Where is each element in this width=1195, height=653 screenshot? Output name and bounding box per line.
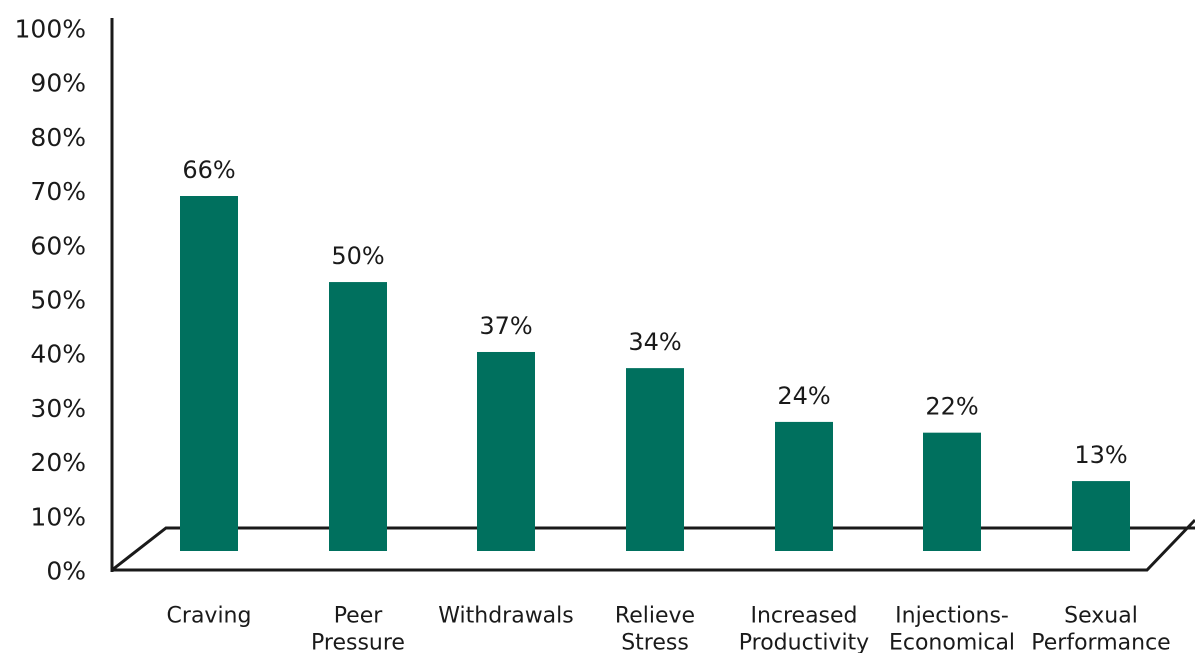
bar [626,368,684,551]
y-tick-label: 70% [30,177,86,206]
y-tick-label: 100% [15,15,86,44]
x-tick-label: Withdrawals [438,604,574,629]
y-tick-label: 90% [30,69,86,98]
y-tick-label: 20% [30,448,86,477]
bar [923,432,981,551]
x-tick-label: Performance [1031,631,1170,653]
x-tick-label: Stress [621,631,689,653]
floor-front-edge [112,518,1195,572]
y-tick-label: 30% [30,394,86,423]
bar [1072,481,1130,551]
x-tick-label: Sexual [1064,604,1138,629]
x-tick-label: Craving [167,604,252,629]
data-label: 13% [1074,441,1127,469]
x-tick-label: Pressure [311,631,405,653]
data-label: 34% [628,328,681,356]
y-tick-label: 10% [30,502,86,531]
bar [775,421,833,551]
x-tick-label: Economical [889,631,1015,653]
x-tick-label: Productivity [739,631,869,653]
data-label: 24% [777,382,830,410]
y-tick-label: 80% [30,123,86,152]
bar [180,196,238,551]
y-tick-label: 40% [30,340,86,369]
y-tick-label: 60% [30,231,86,260]
x-tick-label: Peer [334,604,384,629]
x-tick-label: Relieve [615,604,695,629]
chart-floor [111,518,1195,572]
floor-back-edge [111,526,1195,572]
data-labels: 66% 50% 37% 34% 24% 22% 13% [182,156,1127,469]
data-label: 50% [331,242,384,270]
bars [180,196,1130,551]
data-label: 66% [182,156,235,184]
data-label: 37% [479,312,532,340]
y-axis: 0% 10% 20% 30% 40% 50% 60% 70% 80% 90% 100% [15,15,114,586]
x-tick-label: Increased [750,604,857,629]
bar [329,282,387,551]
data-label: 22% [925,393,978,421]
y-tick-label: 0% [46,557,86,586]
bar [477,351,535,551]
x-tick-label: Injections- [895,604,1009,629]
y-tick-label: 50% [30,286,86,315]
